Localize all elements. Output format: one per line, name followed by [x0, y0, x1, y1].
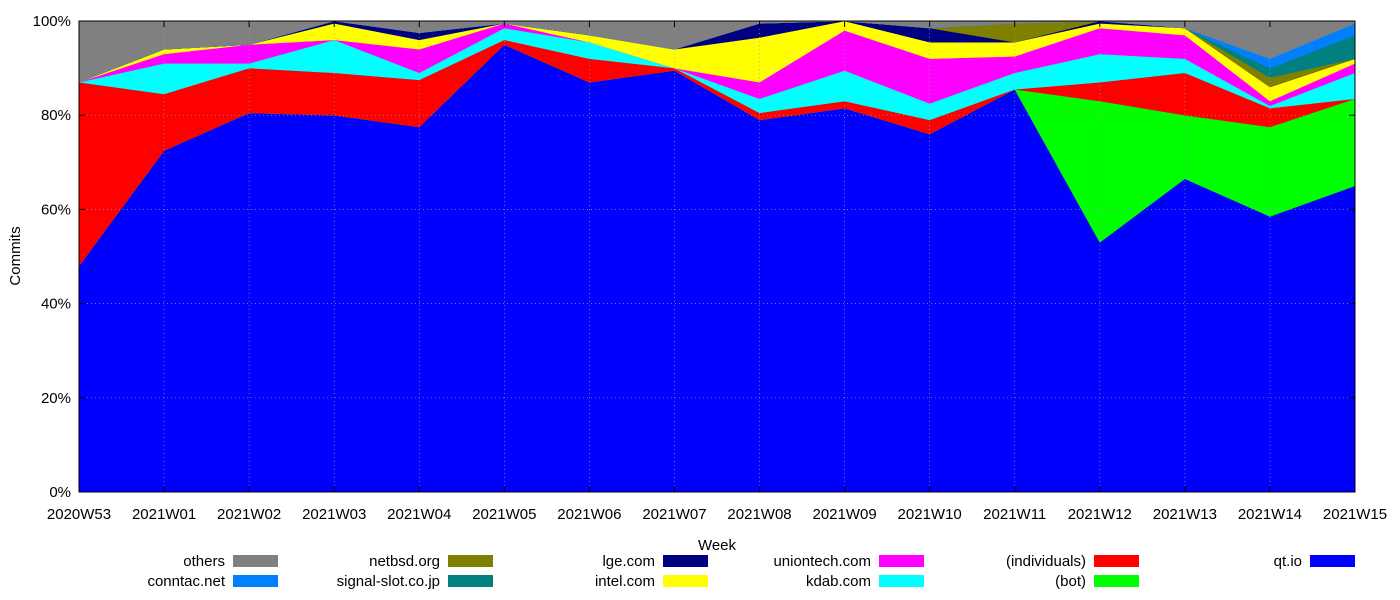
x-tick-label: 2021W14 — [1238, 506, 1302, 523]
y-tick-label: 60% — [41, 201, 71, 218]
x-tick-label: 2021W10 — [898, 506, 962, 523]
legend-label-kdab-com: kdab.com — [806, 573, 871, 590]
x-tick-label: 2021W04 — [387, 506, 451, 523]
legend-swatch-bot — [1094, 575, 1139, 587]
y-tick-label: 0% — [49, 484, 71, 501]
y-tick-label: 40% — [41, 296, 71, 313]
legend-swatch-lge-com — [663, 555, 708, 567]
legend-swatch-intel-com — [663, 575, 708, 587]
x-tick-label: 2021W02 — [217, 506, 281, 523]
x-tick-label: 2021W05 — [472, 506, 536, 523]
legend-label-conntac-net: conntac.net — [147, 573, 225, 590]
y-tick-label: 20% — [41, 390, 71, 407]
x-tick-label: 2021W01 — [132, 506, 196, 523]
x-axis-ticks: 2020W53 2021W01 2021W02 2021W03 2021W04 2021W… — [47, 21, 1387, 523]
legend-label-others: others — [183, 553, 225, 570]
legend-label-individuals: (individuals) — [1006, 553, 1086, 570]
x-tick-label: 2021W13 — [1153, 506, 1217, 523]
x-tick-label: 2021W07 — [642, 506, 706, 523]
legend-swatch-kdab-com — [879, 575, 924, 587]
legend-swatch-signal-slot-co-jp — [448, 575, 493, 587]
legend-swatch-others — [233, 555, 278, 567]
legend-label-signal-slot-co-jp: signal-slot.co.jp — [337, 573, 440, 590]
legend-swatch-conntac-net — [233, 575, 278, 587]
grid-lines — [79, 21, 1355, 492]
legend-swatch-uniontech-com — [879, 555, 924, 567]
legend: others netbsd.org lge.com uniontech.com (ind… — [147, 553, 1355, 590]
y-tick-label: 100% — [33, 13, 71, 30]
x-tick-label: 2021W08 — [727, 506, 791, 523]
x-tick-label: 2021W03 — [302, 506, 366, 523]
legend-label-uniontech-com: uniontech.com — [773, 553, 871, 570]
x-tick-label: 2021W12 — [1068, 506, 1132, 523]
legend-swatch-qt-io — [1310, 555, 1355, 567]
legend-label-lge-com: lge.com — [602, 553, 655, 570]
legend-label-intel-com: intel.com — [595, 573, 655, 590]
x-tick-label: 2021W06 — [557, 506, 621, 523]
y-axis-ticks: 0% 20% 40% 60% 80% 100% — [33, 13, 1355, 501]
y-axis-label: Commits — [7, 226, 24, 285]
legend-label-qt-io: qt.io — [1274, 553, 1302, 570]
x-tick-label: 2021W09 — [812, 506, 876, 523]
x-tick-label: 2020W53 — [47, 506, 111, 523]
legend-swatch-individuals — [1094, 555, 1139, 567]
y-tick-label: 80% — [41, 107, 71, 124]
area-series-group — [78, 20, 1356, 493]
x-tick-label: 2021W15 — [1323, 506, 1387, 523]
x-axis-label: Week — [698, 537, 737, 554]
x-tick-label: 2021W11 — [983, 506, 1046, 523]
legend-label-bot: (bot) — [1055, 573, 1086, 590]
plot-border — [78, 20, 1356, 493]
legend-swatch-netbsd-org — [448, 555, 493, 567]
legend-label-netbsd-org: netbsd.org — [369, 553, 440, 570]
